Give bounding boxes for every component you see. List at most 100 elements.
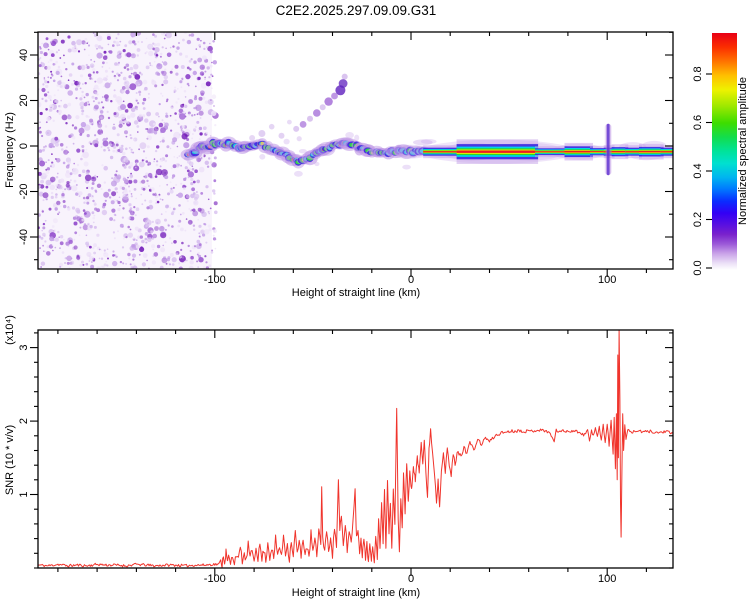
noise-blob [84,37,88,41]
noise-blob [146,145,150,149]
noise-blob [142,187,146,191]
noise-blob [200,39,202,42]
noise-blob [111,70,114,73]
noise-blob [162,244,164,247]
noise-blob [204,100,209,105]
noise-blob [108,196,112,199]
noise-blob [55,101,59,104]
noise-blob [145,51,148,53]
noise-blob [52,79,56,83]
noise-blob [123,66,127,69]
noise-blob [187,219,193,225]
noise-blob [39,57,42,59]
noise-blob [177,224,181,228]
noise-blob [67,79,70,81]
noise-blob [93,60,96,63]
noise-blob [177,122,180,125]
noise-blob [191,114,194,117]
noise-blob [73,162,75,165]
noise-blob [195,48,198,50]
noise-blob [102,106,105,109]
noise-blob [198,257,204,263]
noise-blob [82,209,86,212]
fuzz-blob [412,139,433,146]
noise-blob [59,265,62,268]
noise-blob [98,88,100,90]
colorbar: 0.0 0.2 0.4 0.6 0.8 [692,33,737,276]
noise-blob [94,207,98,211]
noise-blob [40,179,44,184]
noise-blob [171,225,174,228]
noise-blob [112,145,117,149]
noise-blob [123,176,125,178]
noise-blob [43,77,46,79]
noise-blob [160,92,163,95]
noise-blob [103,181,107,184]
noise-blob [123,165,127,169]
noise-blob [155,218,161,225]
noise-blob [54,158,57,160]
y-tick-label: -40 [18,229,30,245]
noise-blob [125,236,128,239]
noise-blob [177,262,181,265]
plot-frame [37,31,674,270]
noise-blob [63,62,66,64]
noise-blob [55,60,58,64]
noise-blob [142,97,147,102]
noise-blob [135,108,138,111]
noise-blob [203,212,205,215]
noise-blob [116,133,120,137]
noise-blob [194,169,198,173]
noise-blob [107,257,109,260]
noise-blob [129,210,135,216]
noise-blob [47,91,50,94]
noise-blob [59,57,62,59]
noise-blob [85,92,89,97]
noise-blob [199,64,205,70]
noise-blob [97,45,102,49]
noise-blob [196,37,200,41]
noise-blob [92,246,95,250]
noise-blob [85,101,87,104]
colorbar-tick-label: 0.6 [692,115,704,130]
noise-blob [203,266,206,269]
noise-blob [100,188,103,190]
noise-blob [145,65,150,70]
noise-blob [203,126,207,130]
x-tick-label: 100 [598,274,616,286]
noise-blob [192,70,197,76]
noise-blob [144,52,147,55]
noise-blob [122,177,127,182]
noise-blob [133,206,136,209]
noise-blob [135,163,138,166]
noise-blob [86,42,88,44]
noise-blob [42,83,45,86]
noise-blob [91,95,95,99]
noise-blob [115,254,117,256]
noise-blob [54,195,58,199]
snr-curve-layer [38,330,673,568]
noise-blob [132,263,136,267]
noise-blob [82,151,89,159]
noise-blob [207,198,210,201]
noise-blob [85,63,88,67]
band-layer [625,151,642,153]
noise-blob [152,255,155,257]
noise-blob [41,97,44,100]
noise-blob [205,131,209,135]
noise-blob [104,125,108,128]
band-layer [456,150,539,153]
noise-blob [113,237,116,240]
noise-blob [82,263,85,266]
noise-blob [106,62,108,64]
noise-blob [154,175,158,178]
noise-blob [130,151,133,154]
noise-blob [38,171,42,176]
noise-blob [105,137,108,140]
noise-blob [138,119,141,122]
noise-blob [113,76,117,80]
noise-blob [45,121,48,124]
noise-blob [153,252,159,257]
noise-blob [129,177,132,181]
noise-blob [91,176,97,182]
